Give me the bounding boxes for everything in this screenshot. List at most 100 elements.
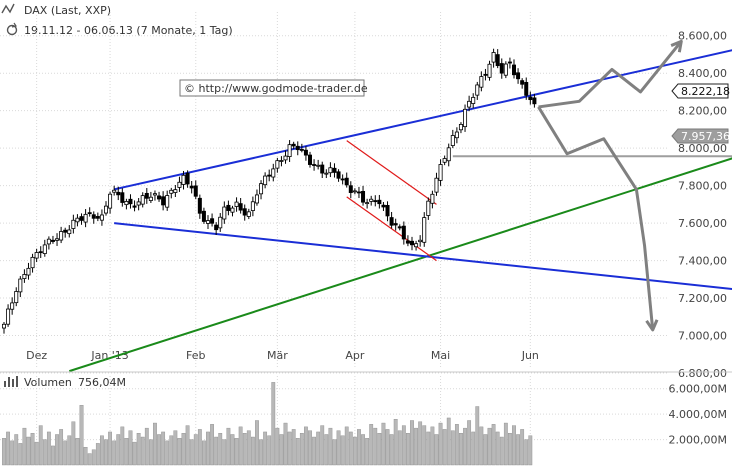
date-tick-label: Jun: [521, 349, 539, 362]
volume-bar: [30, 433, 35, 466]
candle-body: [6, 308, 11, 325]
volume-bar: [255, 420, 259, 466]
candle-body: [2, 323, 7, 329]
volume-bar: [446, 417, 451, 466]
volume-bar: [524, 439, 529, 466]
candle-body: [30, 256, 35, 269]
volume-bar: [79, 405, 84, 466]
candle-body: [238, 203, 243, 211]
volume-bar: [189, 439, 194, 466]
support-price-text: 7.957,36: [681, 130, 730, 143]
candle-body: [230, 207, 235, 213]
chart-title: DAX (Last, XXP): [24, 4, 111, 17]
date-tick-label: Apr: [345, 349, 365, 362]
bullish-projection-arrow-head: [670, 39, 683, 53]
bearish-projection-arrow: [537, 106, 655, 331]
candle-body: [303, 149, 308, 156]
candle-body: [148, 196, 153, 201]
volume-bar: [503, 422, 508, 466]
candle-body: [479, 76, 484, 88]
volume-bar: [218, 433, 223, 466]
candle-body: [79, 216, 84, 221]
candle-body: [307, 154, 312, 165]
volume-panel: Volumen 756,04M 6.000,00M 4.000,00M 2.000,…: [0, 371, 732, 466]
volume-label: Volumen: [24, 376, 72, 389]
candle-body: [254, 194, 259, 204]
candle-body: [173, 189, 178, 193]
red-channel-lower: [346, 196, 437, 262]
volume-bar: [324, 434, 329, 466]
candle-body: [18, 278, 23, 293]
candle-body: [193, 185, 198, 197]
volume-bar: [259, 439, 263, 466]
volume-bar: [222, 439, 227, 466]
candle-body: [373, 200, 378, 203]
candle-body: [279, 160, 284, 162]
volume-bar: [271, 382, 276, 466]
volume-bar: [422, 425, 427, 466]
volume-bar: [210, 424, 214, 466]
candle-body: [267, 174, 272, 177]
candle-body: [295, 145, 300, 151]
candle-body: [55, 238, 60, 241]
volume-bar: [95, 443, 100, 466]
date-tick-label: Dez: [26, 349, 47, 362]
date-tick-label: Mai: [431, 349, 450, 362]
volume-bar: [234, 438, 239, 466]
volume-bar: [393, 419, 398, 466]
date-tick-label: Feb: [186, 349, 205, 362]
candle-body: [263, 175, 268, 186]
candle-body: [116, 191, 121, 196]
candle-body: [340, 178, 345, 181]
volume-bar: [87, 453, 92, 466]
volume-bar: [291, 429, 296, 466]
candle-body: [205, 220, 210, 224]
candle-body: [91, 214, 96, 219]
volume-icon: [4, 376, 18, 387]
volume-bar: [263, 431, 268, 466]
candle-body: [446, 147, 451, 162]
volume-bar: [495, 431, 500, 466]
volume-bar: [173, 430, 178, 466]
volume-bar: [112, 440, 117, 466]
volume-bar: [108, 431, 112, 466]
volume-bar: [467, 420, 472, 466]
price-tick-label: 7.400,00: [678, 255, 727, 268]
watermark: © http://www.godmode-trader.de: [179, 79, 368, 97]
volume-bar: [161, 431, 166, 466]
volume-bar: [6, 431, 10, 466]
volume-bar: [128, 430, 133, 466]
price-tick-label: 7.000,00: [678, 330, 727, 343]
chart-toggle-icon[interactable]: [1, 3, 15, 14]
candle-body: [528, 96, 533, 101]
volume-bar: [340, 435, 345, 466]
candle-body: [63, 229, 68, 233]
price-tick-label: 8.200,00: [678, 105, 727, 118]
volume-bar: [55, 434, 59, 466]
candle-body: [401, 225, 406, 240]
candle-body: [414, 243, 419, 248]
candle-body: [128, 198, 133, 205]
candle-body: [169, 189, 174, 194]
volume-bar: [352, 436, 357, 466]
candle-body: [450, 135, 455, 146]
candle-body: [250, 201, 255, 211]
candle-body: [108, 193, 113, 209]
volume-tick-label: 4.000,00M: [669, 408, 727, 421]
volume-bar: [479, 426, 484, 466]
candle-body: [104, 205, 109, 214]
candle-body: [495, 54, 500, 67]
volume-bar: [202, 440, 206, 466]
candle-body: [471, 96, 476, 104]
candle-body: [287, 144, 292, 158]
price-tick-label: 7.200,00: [678, 292, 727, 305]
candle-body: [389, 217, 394, 226]
refresh-icon[interactable]: [6, 22, 18, 36]
volume-bar: [385, 429, 390, 466]
date-axis-labels: Dez Jan '13 Feb Mär Apr Mai Jun: [26, 349, 539, 362]
volume-bar: [157, 434, 161, 466]
volume-value: 756,04M: [78, 376, 126, 389]
volume-bar: [250, 436, 255, 466]
volume-bar: [14, 434, 19, 466]
candle-body: [328, 167, 333, 174]
